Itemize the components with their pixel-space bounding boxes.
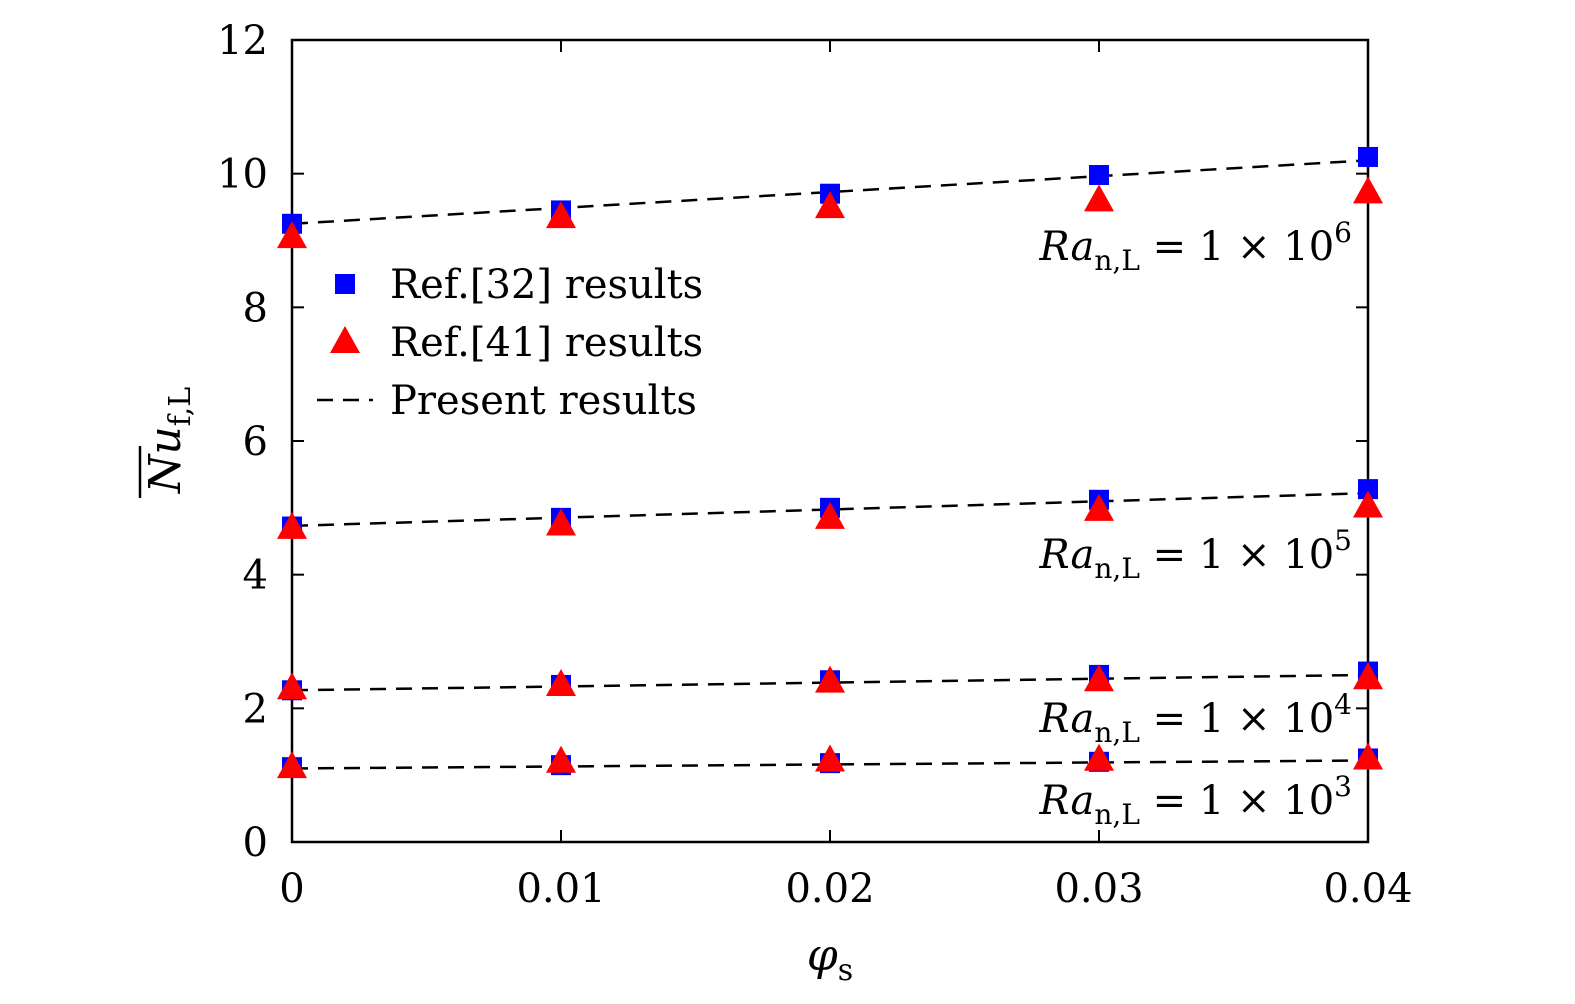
rayleigh-annotation: Ran,L = 1 × 104 bbox=[1039, 688, 1353, 749]
ref41-point bbox=[815, 744, 845, 772]
legend-label: Present results bbox=[390, 378, 697, 424]
ref41-point bbox=[546, 508, 576, 536]
ref32-point bbox=[1358, 146, 1378, 167]
ref41-point bbox=[277, 751, 307, 779]
rayleigh-annotation: Ran,L = 1 × 105 bbox=[1039, 524, 1353, 585]
present-results-line bbox=[291, 159, 1369, 226]
y-tick-label: 4 bbox=[243, 553, 268, 599]
ref41-point bbox=[1353, 176, 1383, 204]
ref41-point bbox=[815, 191, 845, 219]
series bbox=[277, 146, 1383, 779]
annotations: Ran,L = 1 × 106 Ran,L = 1 × 105 Ran,L = 1 … bbox=[1039, 216, 1353, 831]
x-tick-label: 0.01 bbox=[516, 866, 605, 912]
ref41-point bbox=[277, 672, 307, 700]
axes: 0 0.01 0.02 0.03 0.04 0 2 4 6 8 10 12 φs Nuf,L bbox=[138, 18, 1413, 988]
ref41-point bbox=[1084, 493, 1114, 521]
ref41-point bbox=[1084, 743, 1114, 771]
y-tick-label: 8 bbox=[243, 285, 268, 331]
ref41-point bbox=[277, 511, 307, 539]
ref41-point bbox=[815, 501, 845, 529]
present-results-line bbox=[291, 673, 1369, 692]
legend: Ref.[32] results Ref.[41] results Present … bbox=[317, 262, 703, 424]
legend-label: Ref.[32] results bbox=[390, 262, 703, 308]
ref41-point bbox=[546, 668, 576, 696]
ref41-point bbox=[546, 201, 576, 229]
ref41-point bbox=[1353, 490, 1383, 518]
y-tick-label: 12 bbox=[217, 18, 268, 64]
present-results-line bbox=[291, 759, 1369, 770]
legend-square-marker bbox=[335, 274, 355, 294]
y-tick-label: 6 bbox=[243, 419, 268, 465]
ref41-point bbox=[1084, 664, 1114, 692]
x-tick-label: 0.04 bbox=[1323, 866, 1412, 912]
ref32-point bbox=[1358, 479, 1378, 500]
rayleigh-annotation: Ran,L = 1 × 106 bbox=[1039, 216, 1353, 277]
x-tick-label: 0 bbox=[279, 866, 304, 912]
y-tick-label: 10 bbox=[217, 152, 268, 198]
ref41-point bbox=[1353, 662, 1383, 690]
y-tick-label: 0 bbox=[243, 820, 268, 866]
x-axis-label: φs bbox=[807, 930, 853, 988]
y-axis-label: Nuf,L bbox=[138, 387, 198, 498]
ref41-point bbox=[1353, 742, 1383, 770]
y-tick-label: 2 bbox=[243, 686, 268, 732]
x-tick-label: 0.02 bbox=[785, 866, 874, 912]
present-results-line bbox=[291, 491, 1369, 528]
ref32-point bbox=[1089, 165, 1109, 186]
legend-triangle-marker bbox=[330, 326, 360, 353]
x-tick-label: 0.03 bbox=[1054, 866, 1143, 912]
ref41-point bbox=[815, 665, 845, 693]
ref41-point bbox=[277, 221, 307, 249]
svg-text:Nuf,L: Nuf,L bbox=[140, 387, 198, 494]
legend-label: Ref.[41] results bbox=[390, 320, 703, 366]
ref41-point bbox=[546, 745, 576, 773]
rayleigh-annotation: Ran,L = 1 × 103 bbox=[1039, 770, 1353, 831]
ref41-point bbox=[1084, 184, 1114, 212]
